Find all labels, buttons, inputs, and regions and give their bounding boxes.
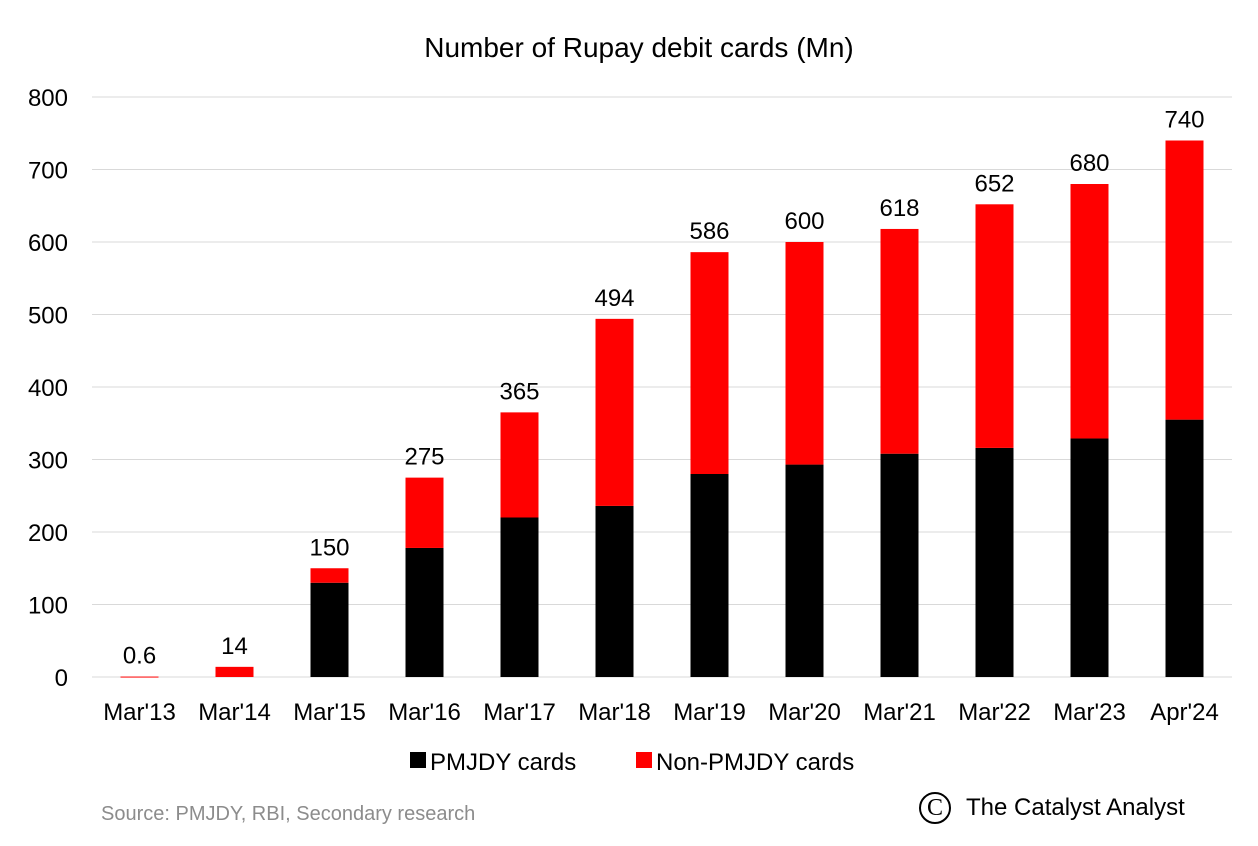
bar-segment-non-pmjdy [1165, 140, 1204, 420]
legend-swatch-pmjdy [410, 752, 426, 768]
bars [120, 140, 1204, 678]
x-tick-label: Apr'24 [1150, 699, 1219, 726]
x-tick-label: Mar'19 [673, 699, 746, 726]
bar-segment-pmjdy [310, 582, 349, 677]
x-tick-label: Mar'14 [198, 699, 271, 726]
total-label: 494 [594, 285, 634, 312]
legend-label-pmjdy: PMJDY cards [430, 749, 576, 776]
total-label: 652 [974, 170, 1014, 197]
bar-segment-non-pmjdy [500, 412, 539, 518]
y-tick-label: 100 [28, 593, 68, 620]
x-tick-label: Mar'13 [103, 699, 176, 726]
bar-segment-non-pmjdy [595, 318, 634, 506]
x-tick-label: Mar'16 [388, 699, 461, 726]
total-label: 365 [499, 378, 539, 405]
y-axis: 0 100 200 300 400 500 600 700 800 [28, 85, 68, 692]
bar-segment-non-pmjdy [880, 228, 919, 454]
data-labels: 0.6 14 150 275 365 494 586 600 618 652 680 740 [123, 107, 1205, 670]
y-tick-label: 300 [28, 448, 68, 475]
total-label: 150 [309, 534, 349, 561]
y-tick-label: 400 [28, 375, 68, 402]
y-tick-label: 800 [28, 85, 68, 112]
bar-segment-pmjdy [785, 464, 824, 677]
total-label: 740 [1164, 107, 1204, 134]
total-label: 680 [1069, 150, 1109, 177]
bar-segment-pmjdy [1070, 438, 1109, 677]
bar-segment-pmjdy [405, 547, 444, 677]
bar-segment-pmjdy [880, 453, 919, 677]
bar-segment-non-pmjdy [975, 204, 1014, 448]
chart-title: Number of Rupay debit cards (Mn) [424, 32, 854, 63]
total-label: 14 [221, 633, 248, 660]
total-label: 0.6 [123, 643, 156, 670]
bar-segment-non-pmjdy [1070, 184, 1109, 439]
total-label: 600 [784, 208, 824, 235]
total-label: 275 [404, 444, 444, 471]
y-tick-label: 500 [28, 303, 68, 330]
y-tick-label: 600 [28, 230, 68, 257]
bar-segment-non-pmjdy [120, 676, 159, 678]
bar-segment-non-pmjdy [785, 242, 824, 465]
copyright-icon: C [919, 792, 951, 824]
total-label: 586 [689, 218, 729, 245]
y-tick-label: 0 [55, 665, 68, 692]
x-axis: Mar'13 Mar'14 Mar'15 Mar'16 Mar'17 Mar'18 Mar'… [103, 699, 1219, 726]
bar-segment-non-pmjdy [690, 252, 729, 474]
x-tick-label: Mar'17 [483, 699, 556, 726]
total-label: 618 [879, 195, 919, 222]
bar-segment-non-pmjdy [215, 666, 254, 677]
bar-segment-non-pmjdy [405, 477, 444, 548]
brand-name: The Catalyst Analyst [966, 794, 1185, 821]
bar-segment-pmjdy [595, 505, 634, 677]
legend-swatch-non-pmjdy [636, 752, 652, 768]
bar-segment-pmjdy [975, 447, 1014, 677]
x-tick-label: Mar'23 [1053, 699, 1126, 726]
bar-segment-pmjdy [1165, 419, 1204, 677]
brand: C The Catalyst Analyst [919, 792, 1185, 824]
bar-segment-pmjdy [690, 474, 729, 677]
bar-segment-non-pmjdy [310, 568, 349, 583]
x-tick-label: Mar'20 [768, 699, 841, 726]
x-tick-label: Mar'15 [293, 699, 366, 726]
y-tick-label: 700 [28, 158, 68, 185]
legend-label-non-pmjdy: Non-PMJDY cards [656, 749, 854, 776]
x-tick-label: Mar'22 [958, 699, 1031, 726]
source-note: Source: PMJDY, RBI, Secondary research [101, 803, 476, 825]
gridlines [92, 96, 1232, 678]
y-tick-label: 200 [28, 520, 68, 547]
x-tick-label: Mar'21 [863, 699, 936, 726]
x-tick-label: Mar'18 [578, 699, 651, 726]
bar-segment-pmjdy [500, 517, 539, 677]
legend: PMJDY cards Non-PMJDY cards [410, 749, 854, 776]
